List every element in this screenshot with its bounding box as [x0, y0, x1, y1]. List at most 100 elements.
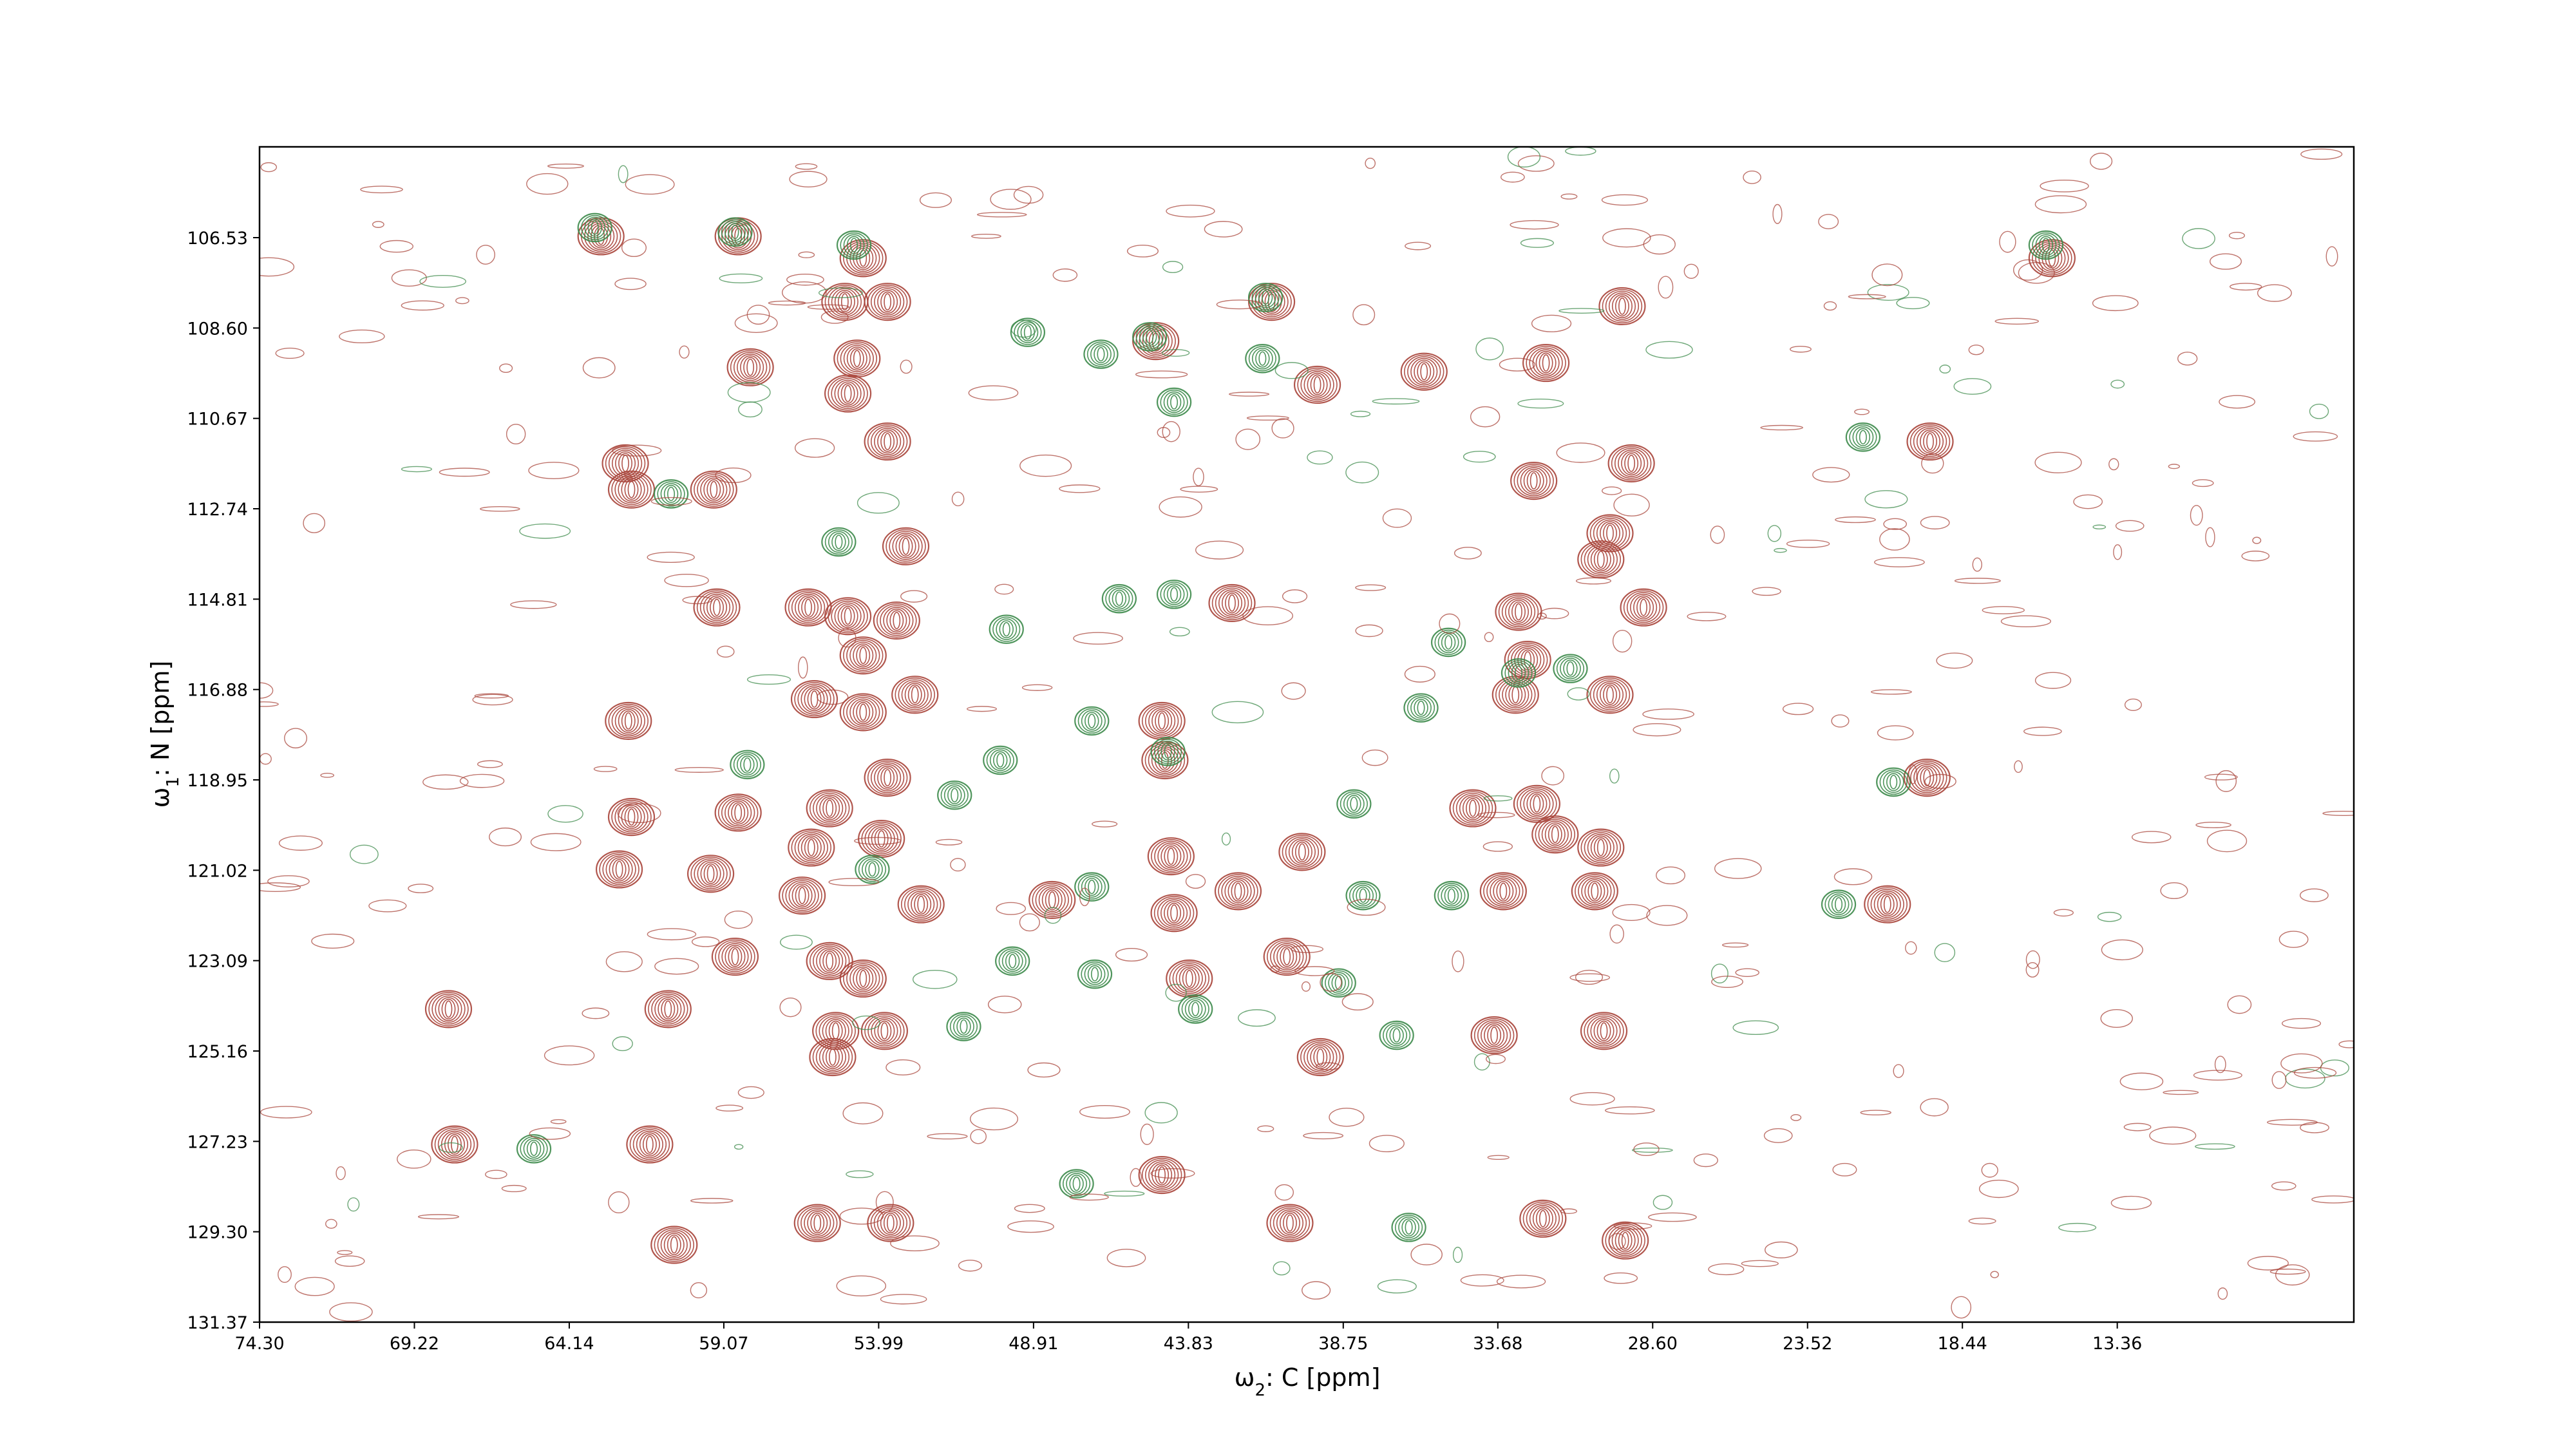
contour-level	[1153, 739, 1182, 764]
contour-level	[1169, 961, 1209, 996]
noise-contour	[1558, 308, 1605, 314]
contour-level	[740, 755, 755, 774]
contour-level	[1577, 828, 1625, 867]
contour-level	[798, 887, 806, 905]
noise-contour	[2012, 259, 2043, 281]
contour-level	[898, 536, 913, 557]
contour-level	[946, 1012, 981, 1041]
contour-level	[793, 1204, 841, 1242]
positive-peak	[864, 283, 911, 321]
contour-level	[1473, 1018, 1515, 1053]
contour-level	[822, 1045, 843, 1070]
noise-contour	[880, 1294, 927, 1305]
contour-level	[902, 537, 910, 555]
contour-level	[858, 857, 887, 882]
noise-contour	[1027, 1062, 1061, 1078]
contour-level	[1132, 322, 1168, 352]
noise-contour	[2322, 810, 2354, 817]
contour-level	[880, 1211, 901, 1235]
negative-peak	[1156, 580, 1192, 609]
contour-level	[917, 895, 925, 913]
contour-level	[1270, 941, 1304, 972]
noise-contour	[294, 1276, 335, 1296]
contour-level	[831, 533, 846, 551]
noise-contour	[1990, 1271, 1999, 1278]
contour-level	[654, 995, 682, 1023]
contour-level	[660, 483, 682, 505]
contour-level	[824, 597, 872, 636]
noise-contour	[1405, 242, 1432, 251]
positive-peak	[424, 990, 473, 1028]
noise-contour	[1608, 1233, 1626, 1250]
contour-level	[1459, 794, 1487, 822]
contour-level	[809, 1037, 857, 1077]
contour-level	[1596, 1020, 1611, 1041]
noise-contour	[1270, 965, 1280, 973]
contour-level	[1105, 585, 1133, 612]
positive-peak	[1214, 872, 1262, 911]
noise-contour	[1871, 263, 1903, 287]
contour-level	[1276, 944, 1298, 969]
noise-contour	[2113, 544, 2123, 560]
noise-contour	[2205, 527, 2215, 547]
noise-contour	[329, 1302, 373, 1322]
y-tick-label: 127.23	[187, 1132, 248, 1152]
contour-level	[618, 708, 639, 734]
noise-contour	[1953, 378, 1992, 395]
contour-level	[859, 703, 867, 721]
contour-level	[853, 966, 874, 991]
contour-level	[1513, 463, 1554, 498]
noise-contour	[1159, 496, 1202, 518]
noise-contour	[1646, 905, 1688, 926]
contour-level	[867, 825, 895, 853]
noise-contour	[2119, 1072, 2164, 1090]
contour-level	[1926, 433, 1934, 451]
contour-level	[624, 712, 632, 730]
noise-contour	[1743, 170, 1761, 184]
noise-contour	[1452, 1246, 1463, 1264]
noise-contour	[1307, 450, 1333, 465]
noise-contour	[1854, 408, 1870, 415]
contour-level	[864, 1014, 905, 1048]
noise-contour	[2025, 950, 2040, 969]
noise-contour	[2311, 1195, 2354, 1204]
contour-level	[849, 641, 877, 670]
contour-level	[1544, 822, 1566, 847]
contour-level	[435, 995, 462, 1023]
contour-level	[1328, 972, 1350, 994]
contour-level	[1910, 762, 1944, 793]
noise-contour	[480, 506, 520, 512]
noise-contour	[2309, 403, 2329, 419]
contour-level	[1347, 795, 1361, 813]
noise-contour	[1818, 214, 1839, 229]
noise-contour	[1556, 442, 1605, 463]
noise-contour	[854, 837, 902, 845]
contour-level	[1490, 1027, 1498, 1045]
contour-level	[1599, 683, 1621, 707]
contour-level	[1618, 450, 1645, 477]
noise-contour	[368, 899, 407, 913]
noise-contour	[1014, 1204, 1045, 1213]
negative-peak	[1821, 889, 1857, 920]
contour-level	[1247, 283, 1283, 312]
contour-level	[1535, 350, 1557, 375]
contour-level	[1452, 791, 1493, 826]
contour-level	[697, 860, 724, 888]
contour-level	[1077, 708, 1106, 734]
x-axis: 74.30 69.22 64.14 59.07 53.99 48.91 43.83 38.75…	[234, 1322, 2142, 1354]
negative-peak	[1083, 339, 1119, 369]
contour-level	[856, 968, 871, 989]
contour-level	[1041, 887, 1063, 913]
contour-level	[1280, 946, 1294, 967]
contour-level	[800, 835, 822, 860]
noise-contour	[820, 310, 849, 324]
contour-level	[1227, 879, 1249, 904]
contour-level	[1624, 453, 1639, 474]
positive-peak	[1150, 894, 1198, 933]
contour-level	[947, 786, 962, 804]
noise-contour	[408, 884, 434, 893]
noise-contour	[1452, 951, 1464, 972]
positive-peak	[1580, 1012, 1628, 1050]
contour-level	[804, 598, 812, 616]
noise-contour	[1920, 516, 1950, 530]
